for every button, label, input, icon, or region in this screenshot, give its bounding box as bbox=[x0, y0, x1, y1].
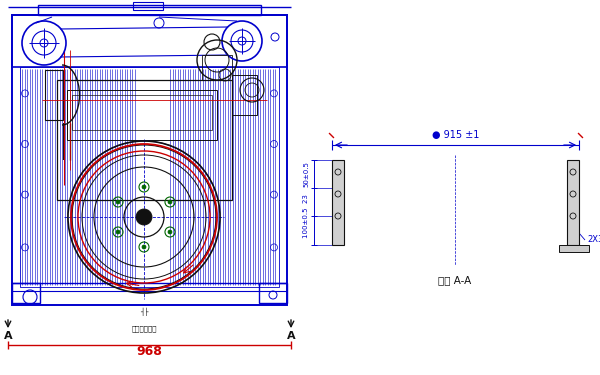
Text: 50±0.5: 50±0.5 bbox=[303, 161, 309, 187]
Bar bbox=[57, 80, 232, 200]
Bar bbox=[12, 15, 287, 305]
Bar bbox=[567, 160, 579, 245]
Bar bbox=[12, 15, 287, 67]
Text: 发动机中心线: 发动机中心线 bbox=[131, 325, 157, 332]
Bar bbox=[45, 70, 63, 120]
Bar bbox=[559, 245, 589, 252]
Text: 100±0.5  23: 100±0.5 23 bbox=[303, 195, 309, 238]
Circle shape bbox=[136, 209, 152, 225]
Bar bbox=[133, 2, 163, 10]
Text: 剪面 A-A: 剪面 A-A bbox=[439, 275, 472, 285]
Bar bbox=[332, 160, 344, 245]
Text: 2X3-Φ13: 2X3-Φ13 bbox=[587, 236, 600, 244]
Circle shape bbox=[116, 200, 120, 204]
Circle shape bbox=[168, 200, 172, 204]
Text: A: A bbox=[4, 331, 13, 341]
Circle shape bbox=[142, 185, 146, 189]
Circle shape bbox=[142, 245, 146, 249]
Bar bbox=[202, 55, 232, 80]
Bar bbox=[259, 283, 287, 303]
Bar bbox=[38, 5, 261, 15]
Text: 968: 968 bbox=[136, 345, 162, 358]
Bar bbox=[20, 67, 279, 287]
Text: A: A bbox=[287, 331, 295, 341]
Bar bbox=[67, 90, 217, 140]
Circle shape bbox=[116, 230, 120, 234]
Bar bbox=[12, 283, 40, 303]
Circle shape bbox=[168, 230, 172, 234]
Bar bbox=[72, 95, 212, 130]
Text: ┤├: ┤├ bbox=[140, 308, 148, 316]
Bar bbox=[232, 75, 257, 115]
Text: ● 915 ±1: ● 915 ±1 bbox=[432, 130, 479, 140]
